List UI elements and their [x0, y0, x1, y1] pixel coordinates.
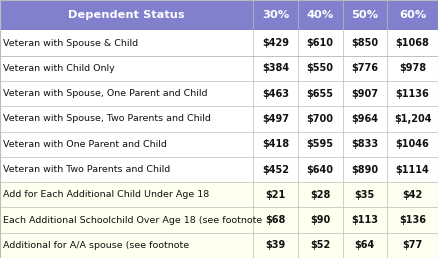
Text: Veteran with Spouse, One Parent and Child: Veteran with Spouse, One Parent and Chil…	[3, 89, 208, 98]
Text: 40%: 40%	[307, 10, 334, 20]
Text: Veteran with Spouse & Child: Veteran with Spouse & Child	[3, 39, 138, 47]
Text: $463: $463	[262, 89, 289, 99]
Text: $907: $907	[351, 89, 378, 99]
Text: $595: $595	[307, 139, 334, 149]
Text: $35: $35	[355, 190, 375, 200]
Text: $497: $497	[262, 114, 289, 124]
Text: 50%: 50%	[351, 10, 378, 20]
Text: $964: $964	[351, 114, 378, 124]
Text: $1136: $1136	[396, 89, 430, 99]
Text: $1046: $1046	[396, 139, 430, 149]
Text: 60%: 60%	[399, 10, 426, 20]
Text: $113: $113	[351, 215, 378, 225]
Text: $610: $610	[307, 38, 334, 48]
Bar	[0, 0, 438, 30]
Text: $68: $68	[265, 215, 286, 225]
Text: $1068: $1068	[396, 38, 430, 48]
Text: $978: $978	[399, 63, 426, 73]
Text: $850: $850	[351, 38, 378, 48]
Text: Veteran with Child Only: Veteran with Child Only	[3, 64, 115, 73]
Text: $655: $655	[307, 89, 334, 99]
Text: $1,204: $1,204	[394, 114, 431, 124]
Text: Veteran with Spouse, Two Parents and Child: Veteran with Spouse, Two Parents and Chi…	[3, 115, 211, 123]
Text: Veteran with One Parent and Child: Veteran with One Parent and Child	[3, 140, 167, 149]
Text: $52: $52	[310, 240, 330, 250]
Text: $39: $39	[265, 240, 286, 250]
Text: $550: $550	[307, 63, 334, 73]
Text: $833: $833	[351, 139, 378, 149]
Text: $384: $384	[262, 63, 289, 73]
Text: $776: $776	[351, 63, 378, 73]
Bar	[0, 132, 438, 157]
Text: $700: $700	[307, 114, 334, 124]
Text: $640: $640	[307, 165, 334, 174]
Text: $21: $21	[265, 190, 286, 200]
Bar	[0, 30, 438, 56]
Bar	[0, 157, 438, 182]
Text: Veteran with Two Parents and Child: Veteran with Two Parents and Child	[3, 165, 170, 174]
Bar	[0, 56, 438, 81]
Text: $418: $418	[262, 139, 289, 149]
Text: $77: $77	[403, 240, 423, 250]
Bar	[0, 233, 438, 258]
Text: $28: $28	[310, 190, 330, 200]
Bar	[0, 81, 438, 106]
Text: $1114: $1114	[396, 165, 430, 174]
Text: Add for Each Additional Child Under Age 18: Add for Each Additional Child Under Age …	[3, 190, 209, 199]
Text: $90: $90	[310, 215, 330, 225]
Text: $42: $42	[403, 190, 423, 200]
Text: $452: $452	[262, 165, 289, 174]
Bar	[0, 106, 438, 132]
Text: $429: $429	[262, 38, 289, 48]
Bar	[0, 182, 438, 207]
Bar	[0, 207, 438, 233]
Text: Additional for A/A spouse (see footnote: Additional for A/A spouse (see footnote	[3, 241, 192, 250]
Text: $64: $64	[355, 240, 375, 250]
Text: $890: $890	[351, 165, 378, 174]
Text: Each Additional Schoolchild Over Age 18 (see footnote: Each Additional Schoolchild Over Age 18 …	[3, 216, 265, 224]
Text: 30%: 30%	[262, 10, 289, 20]
Text: Dependent Status: Dependent Status	[68, 10, 185, 20]
Text: $136: $136	[399, 215, 426, 225]
